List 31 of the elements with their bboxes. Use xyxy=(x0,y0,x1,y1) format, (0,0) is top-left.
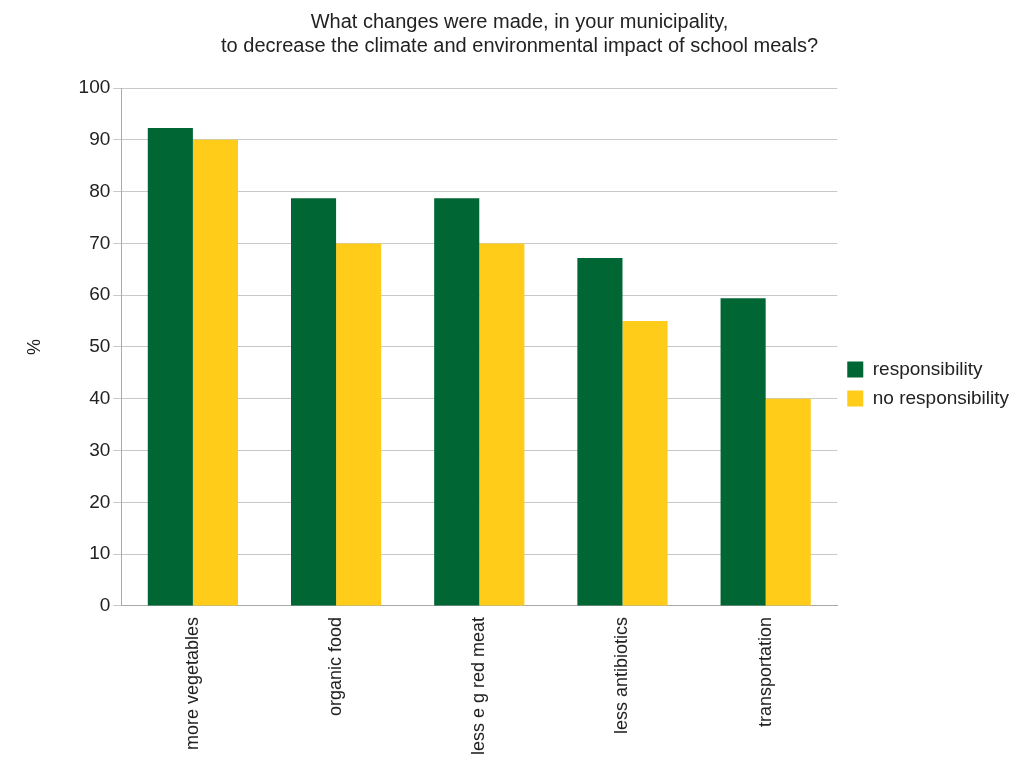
bar xyxy=(765,398,811,606)
x-tick-label: transportation xyxy=(754,616,775,728)
bar xyxy=(622,321,668,606)
y-tick-label: 20 xyxy=(89,490,111,512)
text: What changes were made, in your municipality, xyxy=(310,9,729,32)
y-tick-label: 90 xyxy=(89,128,111,150)
y-tick-label: 60 xyxy=(89,283,111,305)
y-tick-label: 0 xyxy=(99,594,111,616)
y-tick-label: 10 xyxy=(89,542,111,564)
x-tick-label: more vegetables xyxy=(181,616,202,751)
x-tick-label: less antibiotics xyxy=(611,616,632,734)
bar xyxy=(434,198,480,606)
bar xyxy=(147,127,193,606)
y-tick-label: 100 xyxy=(78,76,111,98)
bar xyxy=(290,198,337,606)
bar xyxy=(192,139,238,606)
y-tick-label: 40 xyxy=(89,386,111,408)
x-tick-label: organic food xyxy=(325,616,346,717)
text: to decrease the climate and environmental impact of school meals? xyxy=(221,33,818,56)
bar xyxy=(577,257,623,606)
y-tick-label: 30 xyxy=(89,438,111,460)
y-axis-title: % xyxy=(23,338,44,355)
x-tick-label: less e g red meat xyxy=(468,616,489,756)
bar xyxy=(336,243,382,606)
legend-label: responsibility xyxy=(872,357,984,379)
bar xyxy=(720,298,766,606)
y-tick-label: 50 xyxy=(89,335,111,357)
legend-label: no responsibility xyxy=(872,386,1010,408)
y-tick-label: 70 xyxy=(89,231,111,253)
y-tick-label: 80 xyxy=(89,179,111,201)
bar xyxy=(479,243,525,606)
